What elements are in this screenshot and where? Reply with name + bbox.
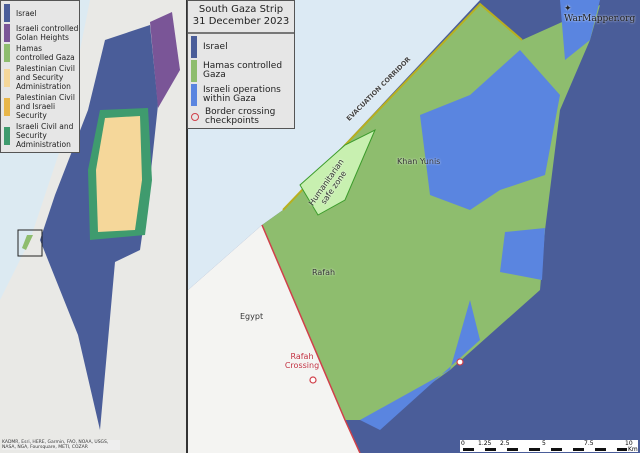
legend-item: Hamas controlled Gaza: [188, 60, 294, 82]
legend-label: Hamas controlled Gaza: [16, 44, 75, 62]
legend-label: Israel: [203, 41, 228, 52]
legend-label: Israeli Civil and Security Administratio…: [16, 122, 74, 149]
legend-item: Hamas controlled Gaza: [1, 44, 79, 62]
legend-label: Israeli operations within Gaza: [203, 85, 281, 104]
legend-item: Border crossing checkpoints: [188, 108, 294, 126]
legend-item: Palestinian Civil and Israeli Security: [1, 93, 79, 120]
watermark-logo: ✦ WarMapper.org: [564, 4, 636, 24]
israeli-operations-east: [500, 228, 545, 280]
legend-label: Israeli controlled Golan Heights: [16, 24, 79, 42]
checkpoint-icon: [456, 358, 464, 366]
overview-area-a: [96, 116, 142, 232]
egypt-area: [188, 225, 360, 453]
attribution: KADMR, Esri, HERE, Garmin, FAO, NOAA, US…: [2, 440, 120, 450]
checkpoint-icon: [309, 376, 317, 384]
humanitarian-safe-zone: [299, 128, 376, 216]
overview-legend: Israel Israeli controlled Golan Heights …: [0, 0, 80, 153]
legend-item: Israeli operations within Gaza: [188, 84, 294, 106]
legend-label: Palestinian Civil and Security Administr…: [16, 64, 75, 91]
label-rafah: Rafah: [312, 268, 336, 277]
main-legend: South Gaza Strip 31 December 2023 Israel …: [187, 0, 295, 129]
label-egypt: Egypt: [240, 312, 264, 321]
legend-label: Border crossing checkpoints: [205, 107, 276, 126]
legend-item: Israeli controlled Golan Heights: [1, 24, 79, 42]
legend-label: Israel: [16, 8, 37, 18]
legend-item: Israel: [188, 36, 294, 58]
legend-item: Palestinian Civil and Security Administr…: [1, 64, 79, 91]
overview-golan: [150, 12, 180, 108]
label-rafah-crossing: Rafah Crossing: [284, 352, 320, 370]
checkpoint-icon: [191, 113, 199, 121]
israeli-operations-north: [560, 0, 600, 60]
legend-label: Palestinian Civil and Israeli Security: [16, 93, 75, 120]
map-title: South Gaza Strip 31 December 2023: [188, 1, 294, 34]
egypt-border: [261, 224, 361, 453]
overview-gaza-box: [17, 229, 43, 257]
evacuation-corridor-line: [282, 2, 523, 211]
label-khan-yunis: Khan Yunis: [397, 157, 441, 166]
legend-item: Israel: [1, 4, 79, 22]
legend-item: Israeli Civil and Security Administratio…: [1, 122, 79, 149]
israeli-operations-khan-yunis: [420, 50, 560, 210]
legend-label: Hamas controlled Gaza: [203, 61, 283, 80]
israeli-operations-south: [360, 300, 480, 430]
scale-bar: 0 1.25 2.5 5 7.5 10 Km: [460, 440, 638, 453]
overview-gaza: [22, 235, 33, 250]
